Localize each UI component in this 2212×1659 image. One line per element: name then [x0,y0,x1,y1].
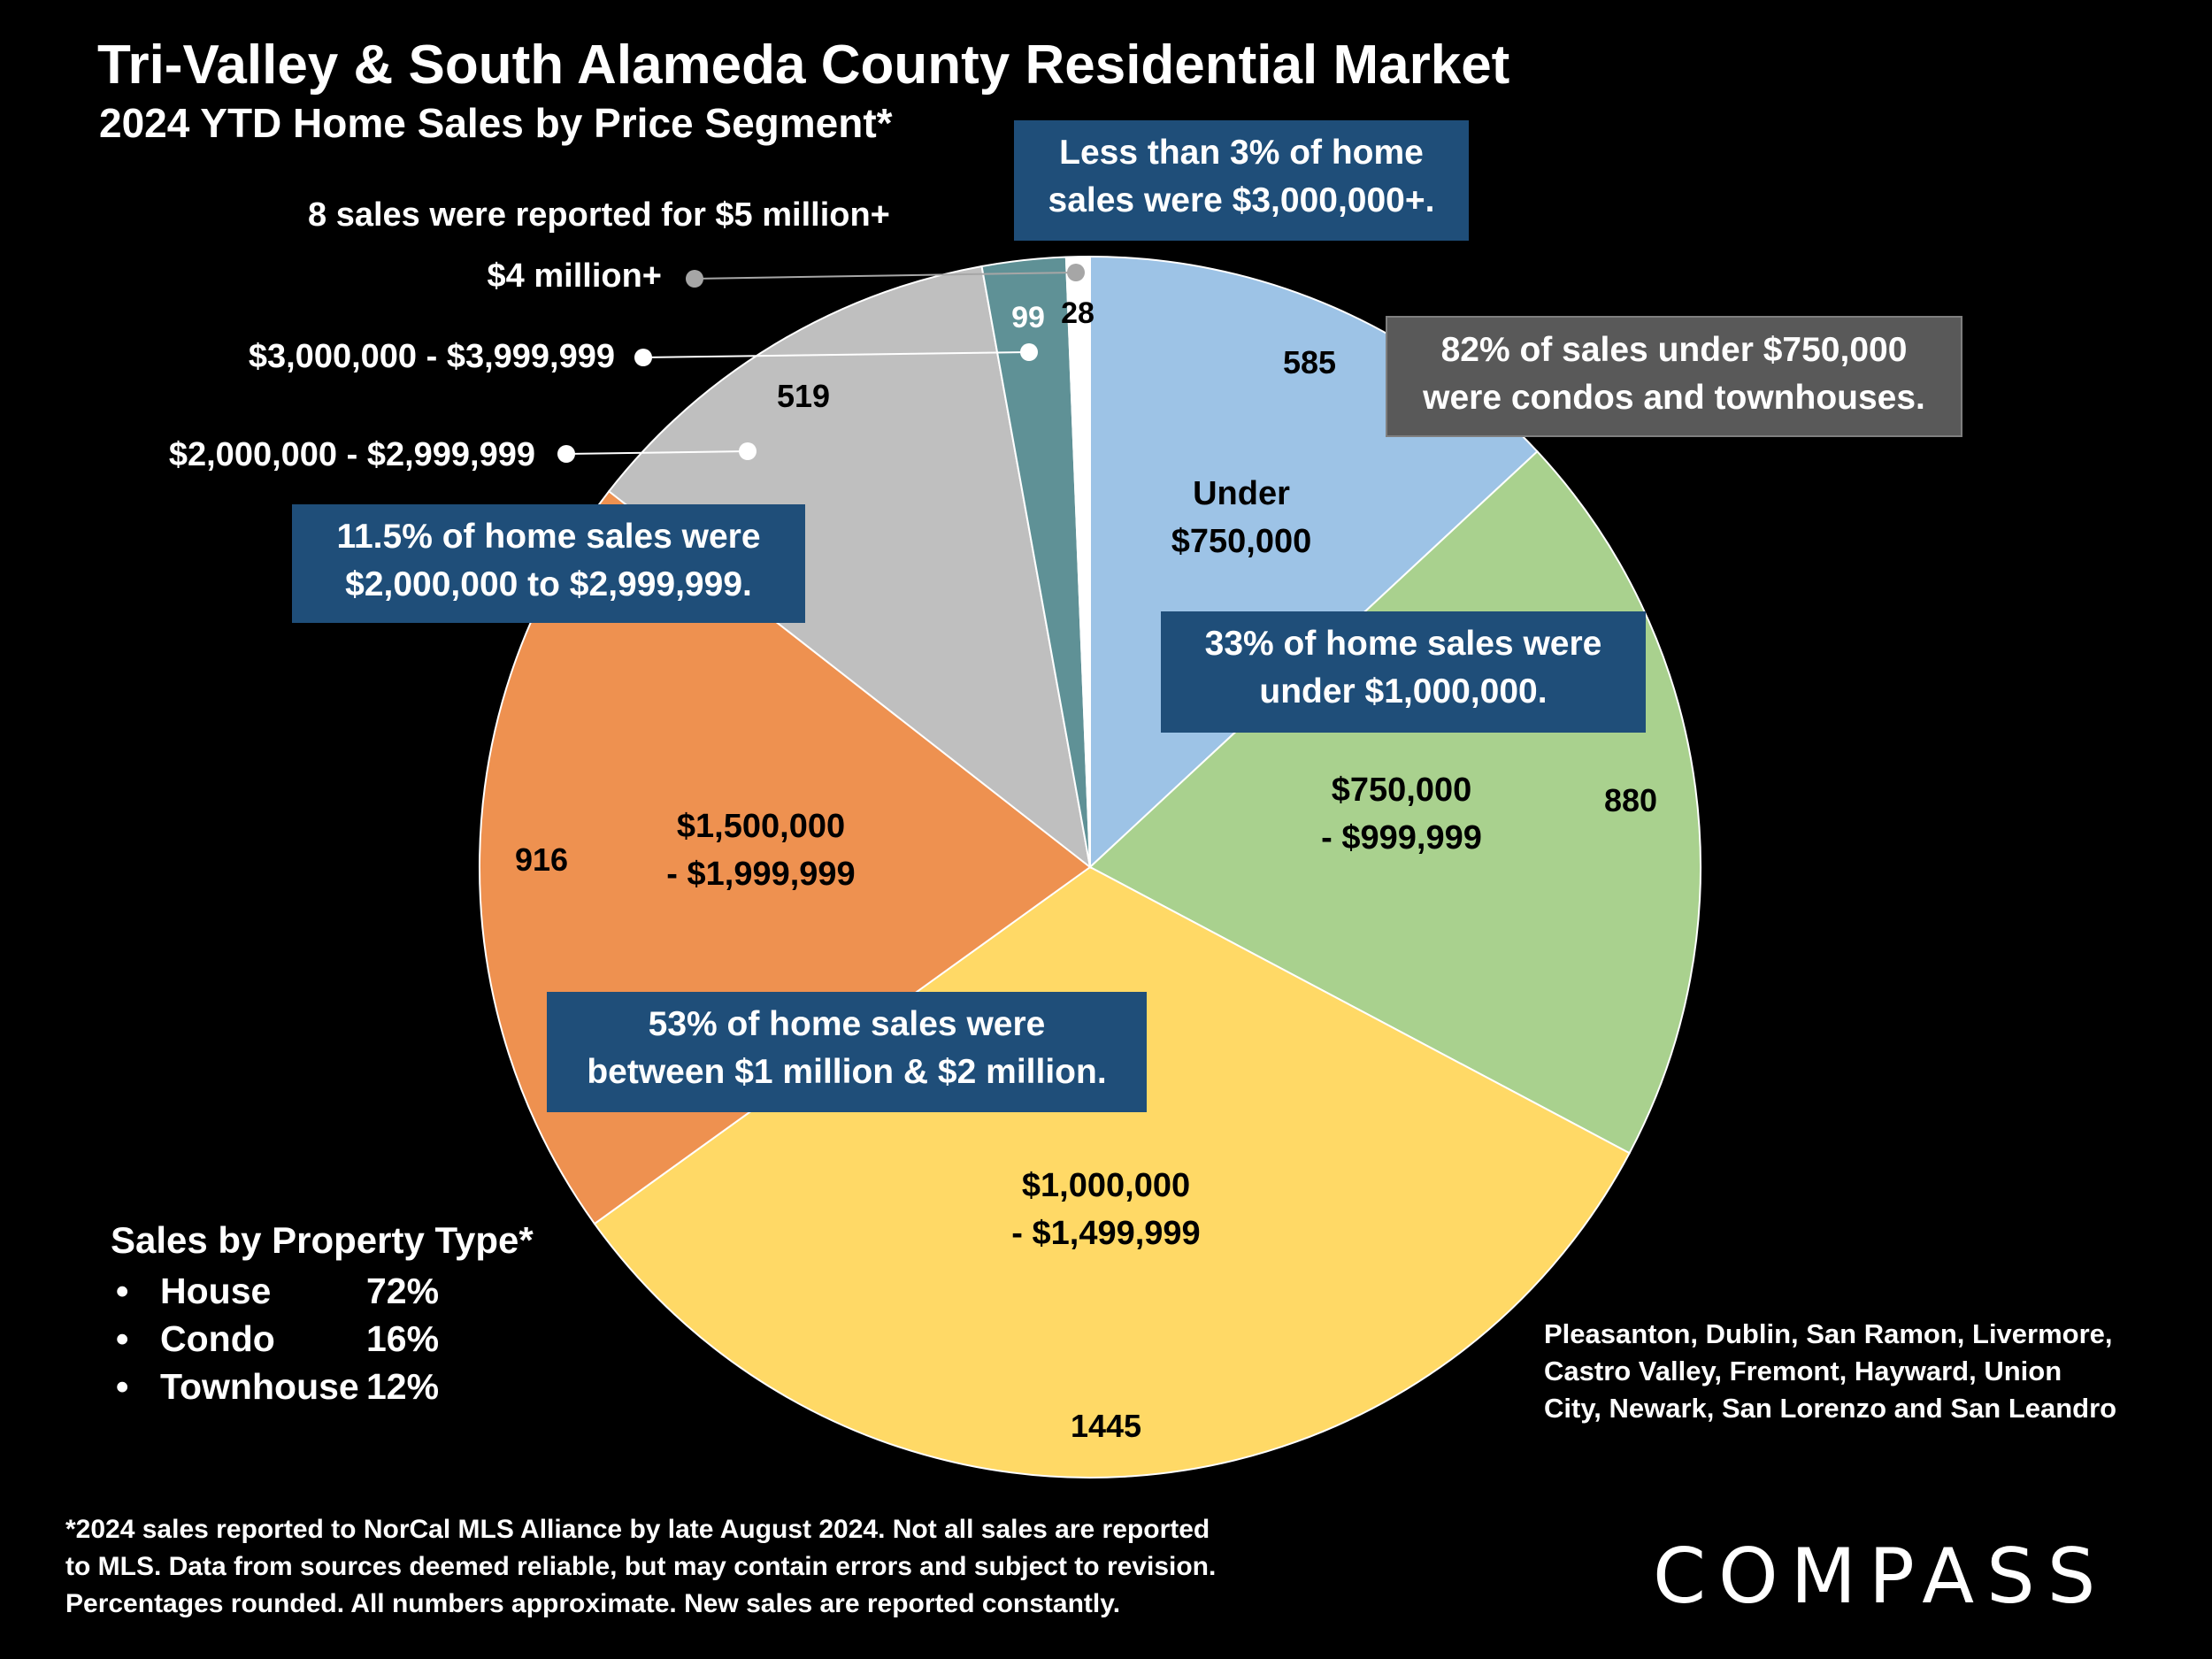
slice-category-label: $1,500,000 [677,808,845,845]
leader-dot [557,445,575,463]
slice-category-label: - $999,999 [1321,819,1482,856]
property-type-row: • Townhouse 12% [116,1365,440,1407]
page-title: Tri-Valley & South Alameda County Reside… [97,35,1510,96]
callout-under-1m: 33% of home sales were under $1,000,000. [1161,611,1646,733]
property-type-heading: Sales by Property Type* [111,1219,534,1261]
leader-dot [634,349,652,366]
slice-value-label: 585 [1283,344,1336,380]
cities-list: Pleasanton, Dublin, San Ramon, Livermore… [1544,1318,2117,1424]
property-type-row: • House 72% [116,1270,440,1311]
property-type-row: • Condo 16% [116,1317,440,1359]
leader-dot [1067,264,1085,281]
slice-value-label: 916 [515,841,568,878]
slice-category-label: $750,000 [1171,523,1312,560]
slice-value-label: 880 [1604,782,1657,818]
compass-logo: COMPASS [1653,1532,2108,1621]
leader-line [642,351,1030,358]
slice-value-label: 1445 [1071,1408,1141,1444]
pie-slice-1-000-000-1-499-999 [593,865,1631,1479]
leader-dot [686,270,703,288]
leader-line [565,450,749,455]
slice-category-label: - $1,999,999 [666,856,855,893]
slice-category-label: $1,000,000 [1022,1167,1190,1204]
slice-value-label: 28 [1061,296,1094,330]
pie-slice-2-000-000-2-999-999 [607,265,1092,870]
callout-condos: 82% of sales under $750,000 were condos … [1386,316,1962,437]
callout-2m-3m: 11.5% of home sales were $2,000,000 to $… [292,504,805,623]
slice-value-label: 519 [777,378,830,414]
leader-line [694,272,1077,280]
callout-3m-plus: Less than 3% of home sales were $3,000,0… [1014,120,1469,241]
slice-category-label: $750,000 [1332,772,1472,809]
slice-value-label: 99 [1011,301,1045,334]
property-type-summary: Sales by Property Type* • House 72% • Co… [111,1219,534,1410]
leader-dot [1020,343,1038,361]
footnote: *2024 sales reported to NorCal MLS Allia… [65,1515,1217,1618]
pie-slice-4-million [1064,255,1091,868]
external-slice-label: $3,000,000 - $3,999,999 [249,338,615,375]
external-slice-label: $4 million+ [488,257,662,295]
callout-1m-2m: 53% of home sales were between $1 millio… [547,992,1147,1112]
leader-dot [739,442,757,460]
external-slice-label: $2,000,000 - $2,999,999 [169,436,535,473]
chart-subtitle: 2024 YTD Home Sales by Price Segment* [99,100,893,146]
slice-category-label: - $1,499,999 [1011,1215,1200,1252]
slice-category-label: Under [1193,475,1290,512]
five-million-annotation: 8 sales were reported for $5 million+ [308,196,890,234]
